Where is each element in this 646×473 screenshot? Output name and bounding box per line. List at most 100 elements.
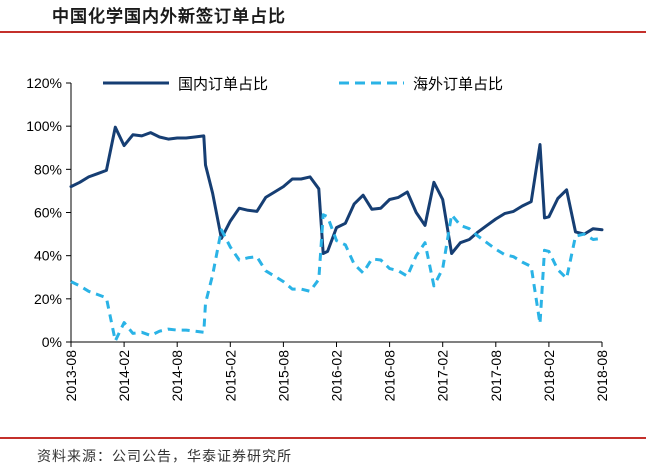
legend-domestic-label: 国内订单占比 xyxy=(178,75,268,93)
data-point-overseas xyxy=(318,278,320,280)
data-point-domestic xyxy=(543,217,545,219)
data-point-domestic xyxy=(79,181,81,183)
y-tick-label: 20% xyxy=(34,291,62,307)
data-point-overseas xyxy=(158,330,160,332)
data-point-overseas xyxy=(167,328,169,330)
data-point-overseas xyxy=(415,255,417,257)
data-point-overseas xyxy=(300,288,302,290)
series-layer xyxy=(69,125,604,343)
data-point-overseas xyxy=(512,256,514,258)
data-point-domestic xyxy=(132,134,134,136)
y-tick-label: 100% xyxy=(26,118,62,134)
data-point-overseas xyxy=(141,331,143,333)
data-point-overseas xyxy=(335,239,337,241)
data-point-domestic xyxy=(574,231,576,233)
x-tick-label: 2017-02 xyxy=(435,350,451,402)
x-tick-label: 2015-02 xyxy=(222,350,238,402)
data-point-overseas xyxy=(70,280,72,282)
data-point-domestic xyxy=(322,252,324,254)
data-point-overseas xyxy=(273,275,275,277)
data-point-overseas xyxy=(380,259,382,261)
data-point-domestic xyxy=(397,196,399,198)
data-point-domestic xyxy=(362,194,364,196)
data-point-domestic xyxy=(70,185,72,187)
data-point-domestic xyxy=(141,135,143,137)
data-point-overseas xyxy=(459,224,461,226)
data-point-domestic xyxy=(380,207,382,209)
legend-overseas-label: 海外订单占比 xyxy=(413,75,503,93)
data-point-domestic xyxy=(318,188,320,190)
data-point-overseas xyxy=(424,242,426,244)
data-point-overseas xyxy=(388,267,390,269)
data-point-overseas xyxy=(194,330,196,332)
data-point-domestic xyxy=(424,224,426,226)
data-point-domestic xyxy=(176,137,178,139)
data-point-overseas xyxy=(326,216,328,218)
top-divider xyxy=(0,31,646,33)
data-point-domestic xyxy=(335,226,337,228)
y-tick-label: 80% xyxy=(34,161,62,177)
data-point-domestic xyxy=(326,250,328,252)
bottom-divider xyxy=(0,437,646,439)
data-point-domestic xyxy=(203,135,205,137)
data-point-domestic xyxy=(247,209,249,211)
data-point-domestic xyxy=(96,173,98,175)
data-point-overseas xyxy=(565,277,567,279)
data-point-overseas xyxy=(265,270,267,272)
data-point-overseas xyxy=(397,270,399,272)
data-point-overseas xyxy=(442,267,444,269)
y-tick-label: 40% xyxy=(34,248,62,264)
data-point-domestic xyxy=(211,192,213,194)
data-point-overseas xyxy=(79,285,81,287)
data-point-overseas xyxy=(601,237,603,239)
data-point-domestic xyxy=(291,178,293,180)
data-point-domestic xyxy=(503,212,505,214)
data-point-domestic xyxy=(406,191,408,193)
legend-domestic: 国内订单占比 xyxy=(103,75,268,93)
x-tick-label: 2015-08 xyxy=(275,350,291,402)
data-point-domestic xyxy=(565,189,567,191)
data-point-domestic xyxy=(273,191,275,193)
data-point-overseas xyxy=(521,261,523,263)
x-tick-label: 2018-08 xyxy=(594,350,610,402)
x-tick-label: 2014-08 xyxy=(169,350,185,402)
data-point-overseas xyxy=(362,272,364,274)
data-point-overseas xyxy=(238,259,240,261)
data-point-overseas xyxy=(344,244,346,246)
data-point-overseas xyxy=(530,265,532,267)
data-point-overseas xyxy=(433,285,435,287)
line-chart: 0% 20% 40% 60% 80% 100% 120% 2013-08 2014-02 2014… xyxy=(26,75,610,402)
data-point-domestic xyxy=(167,138,169,140)
data-point-overseas xyxy=(543,249,545,251)
x-tick-label: 2017-08 xyxy=(488,350,504,402)
data-point-domestic xyxy=(521,205,523,207)
chart-title: 中国化学国内外新签订单占比 xyxy=(52,7,286,27)
data-point-domestic xyxy=(539,143,541,145)
data-point-domestic xyxy=(309,176,311,178)
data-point-overseas xyxy=(88,290,90,292)
data-point-overseas xyxy=(220,229,222,231)
data-point-overseas xyxy=(132,332,134,334)
data-point-domestic xyxy=(450,252,452,254)
data-point-overseas xyxy=(548,250,550,252)
data-point-overseas xyxy=(583,233,585,235)
data-point-domestic xyxy=(88,176,90,178)
data-point-domestic xyxy=(204,164,206,166)
data-point-overseas xyxy=(477,235,479,237)
data-point-domestic xyxy=(592,228,594,230)
data-point-domestic xyxy=(194,136,196,138)
data-point-overseas xyxy=(185,329,187,331)
data-point-overseas xyxy=(574,235,576,237)
data-point-domestic xyxy=(282,185,284,187)
data-point-domestic xyxy=(158,136,160,138)
data-point-domestic xyxy=(353,203,355,205)
data-point-domestic xyxy=(512,210,514,212)
data-point-overseas xyxy=(353,263,355,265)
data-point-overseas xyxy=(256,256,258,258)
data-point-domestic xyxy=(371,208,373,210)
data-point-domestic xyxy=(477,231,479,233)
x-tick-label: 2013-08 xyxy=(63,350,79,402)
y-tick-label: 0% xyxy=(42,334,62,350)
data-point-domestic xyxy=(442,198,444,200)
data-point-domestic xyxy=(459,242,461,244)
